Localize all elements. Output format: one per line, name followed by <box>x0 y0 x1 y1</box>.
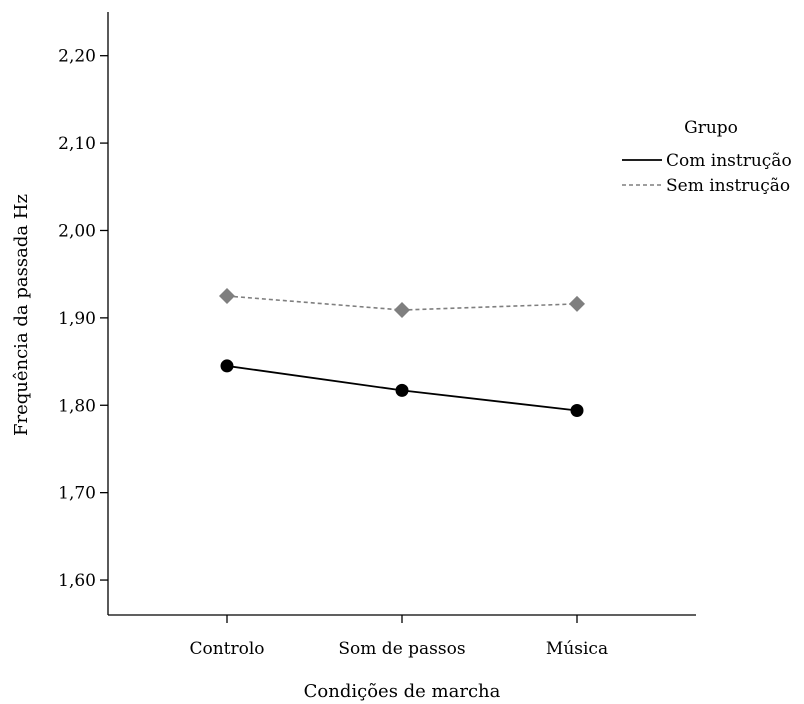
data-point <box>219 288 235 305</box>
legend-label: Com instrução <box>666 151 792 171</box>
y-tick-label: 1,60 <box>58 571 96 591</box>
y-ticks: 1,60 1,70 1,80 1,90 2,00 2,10 2,20 <box>58 47 108 591</box>
x-ticks: Controlo Som de passos Música <box>189 615 608 659</box>
x-axis-title: Condições de marcha <box>304 681 501 702</box>
x-axis: Controlo Som de passos Música <box>108 614 696 659</box>
x-tick-label: Controlo <box>189 639 264 659</box>
legend-label: Sem instrução <box>666 176 790 196</box>
x-tick-label: Música <box>546 639 608 659</box>
y-tick-label: 1,80 <box>58 396 96 416</box>
y-tick-label: 2,10 <box>58 134 96 154</box>
series-layer <box>219 288 585 418</box>
legend-item: Com instrução <box>622 151 792 171</box>
data-point <box>220 359 234 373</box>
data-point <box>570 404 584 418</box>
x-tick-label: Som de passos <box>338 639 465 659</box>
series-0 <box>220 359 584 418</box>
data-point <box>395 383 409 397</box>
series-1 <box>219 288 585 319</box>
legend-item: Sem instrução <box>622 176 790 196</box>
legend-title: Grupo <box>684 118 738 138</box>
data-point <box>394 302 410 319</box>
y-tick-label: 2,00 <box>58 221 96 241</box>
legend-items: Com instrução Sem instrução <box>622 151 792 196</box>
y-tick-label: 1,90 <box>58 309 96 329</box>
data-point <box>569 295 585 312</box>
y-axis: 1,60 1,70 1,80 1,90 2,00 2,10 2,20 <box>58 12 109 615</box>
y-axis-title: Frequência da passada Hz <box>11 194 32 436</box>
legend: Grupo Com instrução Sem instrução <box>622 118 792 196</box>
y-tick-label: 2,20 <box>58 47 96 67</box>
y-tick-label: 1,70 <box>58 484 96 504</box>
